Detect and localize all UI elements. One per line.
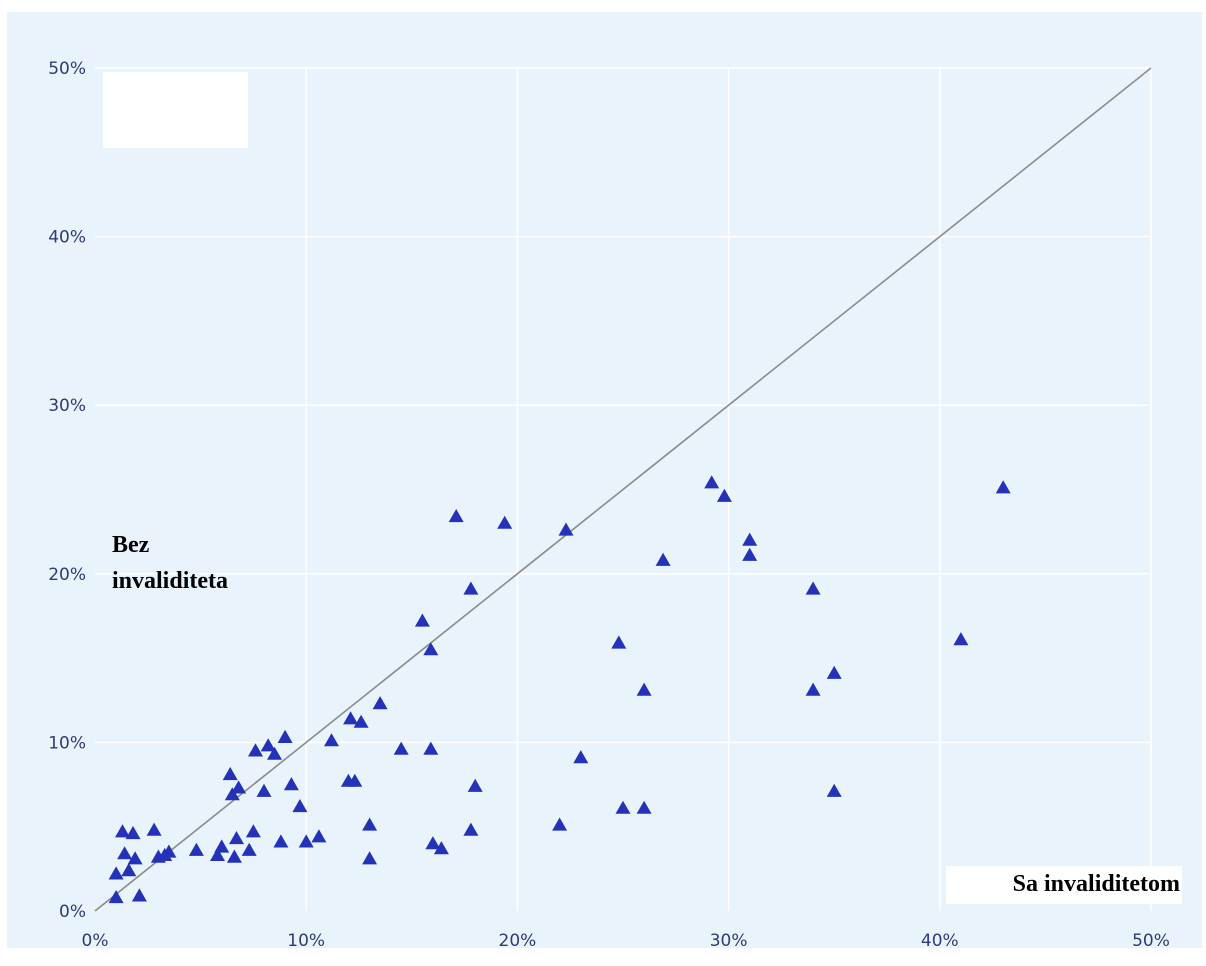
grid-lines [95, 67, 1152, 911]
data-point-24 [260, 738, 276, 752]
data-point-55 [615, 800, 631, 814]
data-point-16 [229, 831, 244, 845]
data-point-60 [716, 488, 732, 502]
data-point-12 [188, 842, 204, 856]
x-tick-label-3: 30% [710, 931, 748, 951]
legend-box [103, 72, 248, 148]
data-point-63 [805, 581, 821, 595]
data-point-52 [558, 522, 574, 536]
data-point-8 [146, 822, 162, 836]
x-tick-label-1: 10% [287, 931, 325, 951]
data-point-32 [324, 733, 339, 747]
data-point-14 [214, 839, 230, 853]
plot-background [7, 12, 1202, 948]
data-point-1 [131, 888, 147, 902]
data-point-27 [277, 729, 293, 743]
y-tick-label-1: 10% [48, 733, 86, 753]
x-tick-label-5: 50% [1132, 931, 1170, 951]
y-tick-label-2: 20% [48, 565, 86, 585]
data-point-11 [161, 844, 177, 858]
x-tick-label-2: 20% [499, 931, 537, 951]
data-point-40 [393, 741, 409, 755]
data-point-38 [362, 851, 378, 865]
x-axis-label: Sa invaliditetom [1013, 871, 1180, 897]
data-point-43 [423, 741, 439, 755]
data-point-47 [463, 581, 479, 595]
y-tick-label-4: 40% [48, 228, 86, 248]
data-point-18 [245, 824, 261, 838]
data-point-42 [423, 642, 439, 656]
data-point-20 [224, 787, 240, 801]
data-point-7 [125, 825, 141, 840]
y-tick-label-0: 0% [59, 902, 86, 922]
x-tick-label-4: 40% [921, 931, 959, 951]
data-point-5 [127, 851, 143, 865]
y-axis-label-line-2: invaliditeta [112, 568, 228, 594]
data-point-64 [805, 682, 821, 696]
data-point-50 [497, 515, 513, 529]
x-axis-label-box [946, 866, 1182, 904]
data-point-35 [343, 711, 359, 725]
data-point-68 [995, 480, 1011, 494]
data-point-13 [210, 847, 225, 861]
data-point-49 [467, 778, 483, 792]
data-point-45 [433, 841, 449, 855]
data-point-66 [826, 783, 842, 797]
data-point-29 [292, 799, 308, 813]
tick-labels: 0% 10% 20% 30% 40% 50% 0% 10% 20% 30% 40% 50% [48, 59, 1170, 951]
y-tick-label-5: 50% [48, 59, 86, 79]
data-point-65 [826, 665, 842, 679]
data-point-48 [463, 822, 479, 836]
data-point-44 [425, 836, 441, 850]
data-point-17 [241, 842, 257, 856]
data-point-34 [347, 773, 363, 787]
y-axis-label-line-1: Bez [112, 532, 150, 558]
data-point-15 [226, 849, 242, 863]
data-point-31 [311, 829, 327, 843]
data-point-59 [704, 475, 720, 489]
data-point-26 [273, 834, 289, 848]
data-point-57 [636, 800, 652, 814]
data-point-37 [362, 817, 378, 831]
reference-diagonal-line [94, 67, 1152, 912]
data-point-36 [353, 714, 369, 728]
y-tick-label-3: 30% [48, 396, 86, 416]
data-point-67 [953, 632, 969, 646]
data-point-54 [611, 635, 627, 649]
data-point-61 [742, 532, 758, 546]
data-point-6 [115, 824, 130, 838]
data-point-21 [231, 780, 247, 794]
data-point-51 [552, 817, 568, 831]
data-point-25 [267, 746, 282, 760]
data-point-39 [372, 696, 388, 710]
data-point-46 [448, 509, 464, 523]
data-point-3 [121, 863, 137, 877]
data-point-4 [117, 846, 133, 860]
data-point-56 [636, 682, 652, 696]
data-point-30 [298, 834, 314, 848]
data-point-41 [414, 613, 430, 627]
data-point-0 [108, 890, 124, 904]
data-point-28 [283, 777, 299, 791]
data-point-53 [573, 750, 589, 764]
data-point-62 [742, 547, 758, 561]
data-point-22 [248, 743, 263, 757]
data-point-2 [108, 866, 124, 880]
data-point-58 [655, 552, 671, 566]
data-points [108, 475, 1011, 904]
x-tick-label-0: 0% [82, 931, 109, 951]
data-point-23 [256, 783, 272, 797]
data-point-19 [222, 766, 238, 781]
